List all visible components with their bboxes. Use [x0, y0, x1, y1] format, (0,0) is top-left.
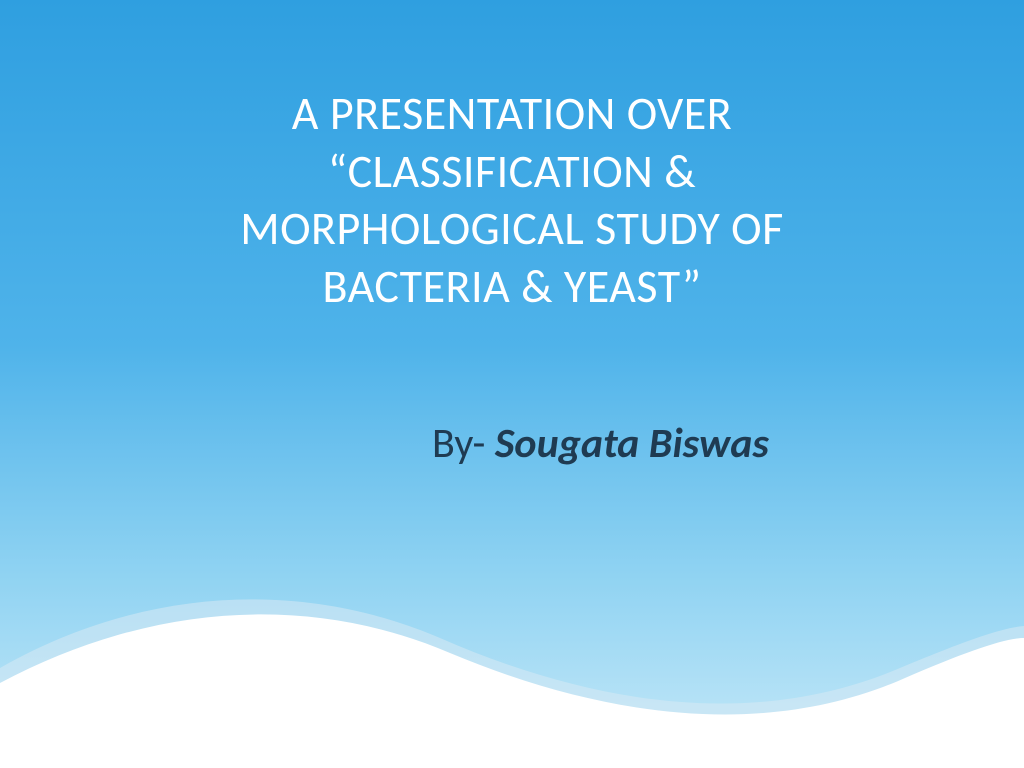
author-prefix: By-	[432, 418, 495, 469]
author-name: Sougata Biswas	[495, 418, 769, 469]
title-line-4: BACTERIA & YEAST”	[323, 259, 702, 315]
wave-shadow-path	[0, 599, 1024, 768]
title-line-1: A PRESENTATION OVER	[292, 86, 732, 142]
author-block: By- Sougata Biswas	[432, 418, 769, 469]
wave-main-path	[0, 614, 1024, 768]
wave-icon	[0, 548, 1024, 768]
title-line-3: MORPHOLOGICAL STUDY OF	[240, 201, 784, 257]
slide-root: A PRESENTATION OVER “CLASSIFICATION & MO…	[0, 0, 1024, 768]
wave-decoration	[0, 548, 1024, 768]
title-block: A PRESENTATION OVER “CLASSIFICATION & MO…	[102, 86, 922, 316]
title-line-2: “CLASSIFICATION &	[328, 144, 696, 200]
